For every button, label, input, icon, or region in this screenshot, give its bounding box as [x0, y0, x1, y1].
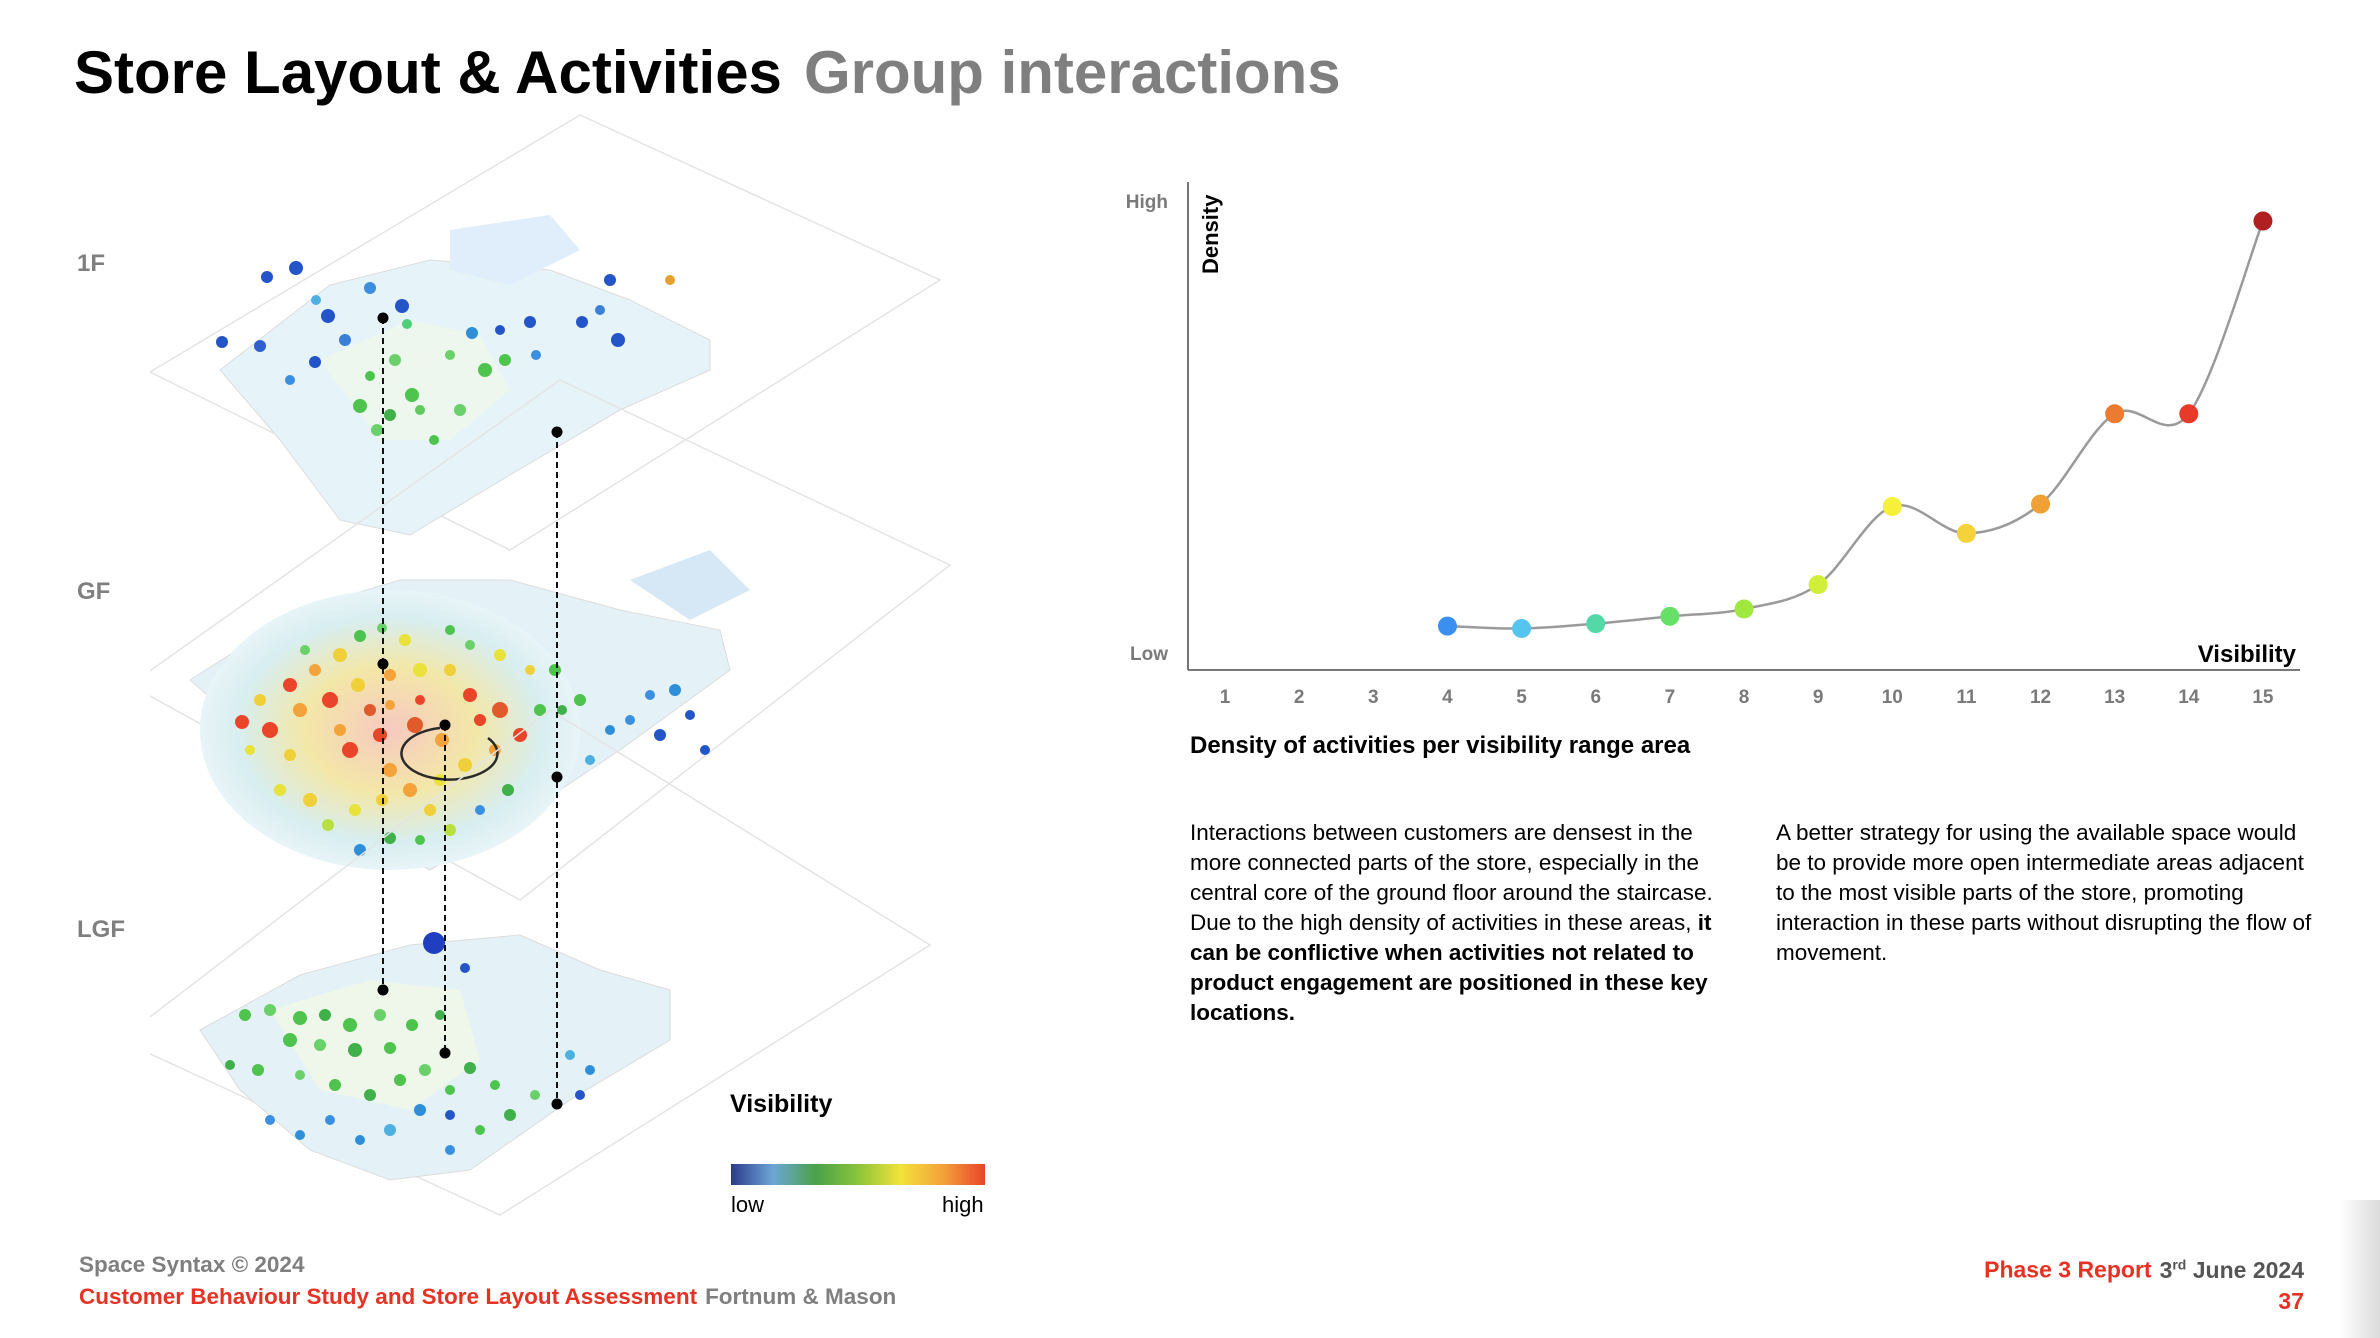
floor-label-lgf: LGF — [77, 916, 125, 943]
data-point-4 — [1437, 616, 1457, 636]
paragraph-interactions-text: Interactions between customers are dense… — [1190, 820, 1713, 935]
x-tick-5: 5 — [1516, 687, 1527, 708]
x-tick-2: 2 — [1294, 687, 1305, 708]
isometric-floor-plans — [150, 114, 952, 1216]
footer-report-name: Phase 3 Report — [1984, 1256, 2152, 1283]
page-curl — [2340, 1200, 2380, 1338]
footer-report: Phase 3 Report 3rd June 2024 — [1984, 1256, 2304, 1284]
y-tick-low: Low — [1130, 644, 1168, 665]
data-point-9 — [1808, 575, 1828, 595]
footer-left: Space Syntax © 2024 Customer Behaviour S… — [79, 1252, 896, 1310]
floor-plan-gf — [150, 379, 952, 901]
paragraph-strategy: A better strategy for using the availabl… — [1776, 820, 2312, 965]
floor-label-gf: GF — [77, 578, 111, 605]
page-title: Store Layout & Activities Group interacti… — [74, 38, 1341, 107]
x-tick-1: 1 — [1220, 687, 1231, 708]
chart-caption: Density of activities per visibility ran… — [1190, 732, 1691, 759]
title-main: Store Layout & Activities — [74, 39, 782, 106]
data-point-13 — [2105, 404, 2125, 424]
visibility-legend: Visibility low high — [730, 1090, 990, 1217]
data-point-10 — [1882, 497, 1902, 517]
y-axis-label: Density — [1198, 194, 1223, 274]
x-tick-14: 14 — [2178, 687, 2200, 708]
data-point-14 — [2179, 404, 2199, 424]
page-number: 37 — [2278, 1287, 2304, 1314]
data-points — [1437, 211, 2273, 639]
x-tick-9: 9 — [1813, 687, 1824, 708]
footer-study: Customer Behaviour Study and Store Layou… — [79, 1284, 896, 1310]
footer-study-title: Customer Behaviour Study and Store Layou… — [79, 1284, 698, 1309]
x-tick-10: 10 — [1882, 687, 1903, 708]
x-tick-15: 15 — [2252, 687, 2274, 708]
footer-client: Fortnum & Mason — [705, 1284, 897, 1309]
footer-right: Phase 3 Report 3rd June 2024 37 — [1984, 1256, 2304, 1315]
data-point-5 — [1512, 619, 1532, 639]
density-visibility-chart: High Low Density Visibility 1 2 3 4 5 6 7 8 9 10 1… — [1126, 182, 2300, 708]
x-tick-12: 12 — [2030, 687, 2051, 708]
floor-connectors — [382, 318, 558, 1104]
x-tick-labels: 1 2 3 4 5 6 7 8 9 10 11 12 13 14 15 — [1220, 687, 2274, 708]
data-point-8 — [1734, 599, 1754, 619]
x-tick-7: 7 — [1665, 687, 1676, 708]
title-subtitle: Group interactions — [803, 39, 1341, 106]
x-tick-8: 8 — [1739, 687, 1750, 708]
visibility-legend-low: low — [731, 1192, 765, 1217]
y-tick-high: High — [1126, 192, 1168, 213]
x-axis-label: Visibility — [2198, 641, 2297, 668]
paragraph-interactions: Interactions between customers are dense… — [1190, 818, 1730, 1028]
data-point-15 — [2253, 211, 2273, 231]
floor-label-1f: 1F — [77, 250, 106, 277]
floor-plan-1f — [150, 114, 942, 551]
paragraph-interactions-emphasis: it can be conflictive when activities no… — [1190, 910, 1712, 1025]
data-point-12 — [2031, 494, 2051, 514]
density-trend-line — [1447, 220, 2265, 630]
x-tick-4: 4 — [1442, 687, 1453, 708]
x-tick-6: 6 — [1590, 687, 1601, 708]
x-tick-13: 13 — [2104, 687, 2125, 708]
activity-dots-1f — [216, 261, 675, 445]
connector-nodes — [377, 312, 563, 1110]
activity-dots-lgf — [225, 932, 595, 1155]
x-tick-3: 3 — [1368, 687, 1379, 708]
data-point-11 — [1956, 523, 1976, 543]
x-tick-11: 11 — [1956, 687, 1977, 708]
footer-copyright: Space Syntax © 2024 — [79, 1252, 305, 1277]
visibility-legend-title: Visibility — [730, 1090, 833, 1118]
floor-plan-lgf — [150, 709, 932, 1216]
visibility-legend-high: high — [942, 1192, 984, 1217]
data-point-6 — [1586, 614, 1606, 634]
visibility-color-ramp — [731, 1164, 985, 1185]
data-point-7 — [1660, 606, 1680, 626]
footer-date: 3rd June 2024 — [2159, 1256, 2304, 1283]
